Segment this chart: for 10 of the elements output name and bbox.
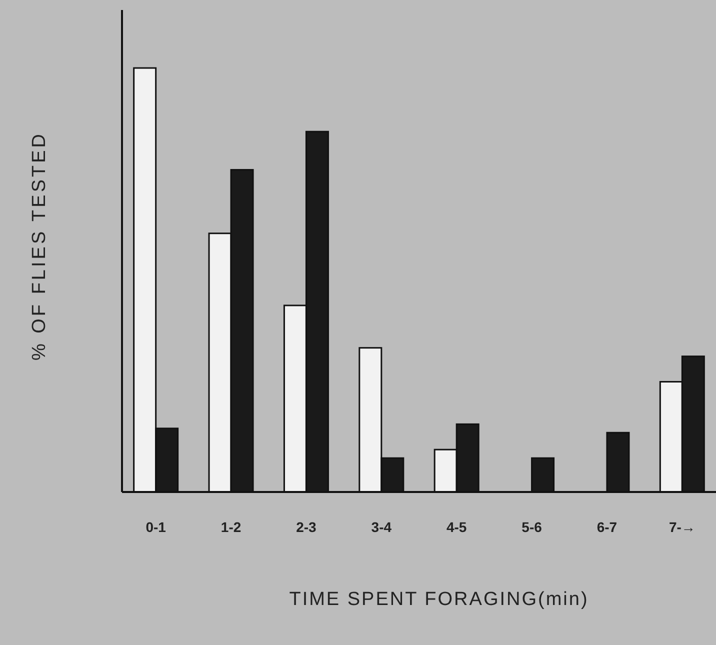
x-axis-title: TIME SPENT FORAGING(min) [289, 589, 589, 610]
x-tick-label: 3-4 [371, 519, 392, 535]
x-tick-label: 7-→ [668, 519, 696, 535]
x-tick-label: 0-1 [146, 519, 166, 535]
x-tick-label: 2-3 [296, 519, 317, 535]
x-tick-label: 5-6 [522, 519, 542, 535]
x-tick-label: 6-7 [596, 519, 618, 535]
x-tick-label: 4-5 [446, 519, 467, 535]
y-axis-title: % OF FLIES TESTED [29, 131, 50, 361]
x-tick-label: 1-2 [220, 519, 242, 535]
